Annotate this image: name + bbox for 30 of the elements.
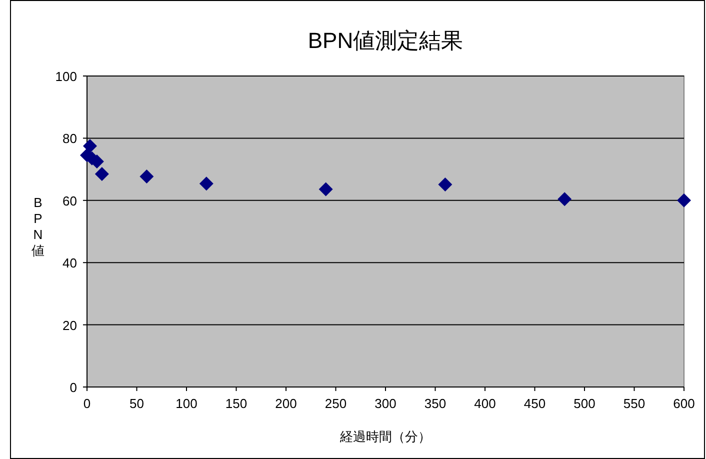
y-axis-title: BPN値 — [32, 195, 44, 258]
y-tick-label: 20 — [62, 318, 77, 333]
x-tick-label: 250 — [324, 396, 347, 411]
y-tick-label: 40 — [62, 256, 77, 271]
x-tick-label: 600 — [673, 396, 695, 411]
x-tick-label: 350 — [424, 396, 446, 411]
x-tick-label: 150 — [225, 396, 248, 411]
chart-title: BPN値測定結果 — [308, 28, 464, 53]
x-tick-label: 100 — [176, 396, 198, 411]
y-tick-label: 100 — [55, 69, 77, 84]
point — [140, 169, 154, 184]
point — [199, 176, 214, 191]
x-axis-title: 経過時間（分） — [339, 429, 431, 444]
x-tick-label: 450 — [524, 396, 546, 411]
x-tick-label: 50 — [130, 396, 144, 411]
point — [94, 166, 109, 181]
point — [558, 192, 572, 206]
x-tick-label: 300 — [374, 396, 396, 411]
x-tick-label: 0 — [83, 396, 91, 411]
point — [677, 193, 691, 208]
point — [438, 178, 452, 192]
point — [82, 138, 97, 153]
point — [318, 182, 333, 196]
x-tick-label: 200 — [275, 396, 297, 411]
x-tick-label: 500 — [574, 396, 596, 411]
x-tick-label: 550 — [623, 396, 646, 411]
x-tick-label: 400 — [474, 396, 496, 411]
y-tick-label: 80 — [62, 131, 77, 146]
y-tick-label: 60 — [62, 193, 77, 208]
y-tick-label: 0 — [70, 380, 77, 395]
